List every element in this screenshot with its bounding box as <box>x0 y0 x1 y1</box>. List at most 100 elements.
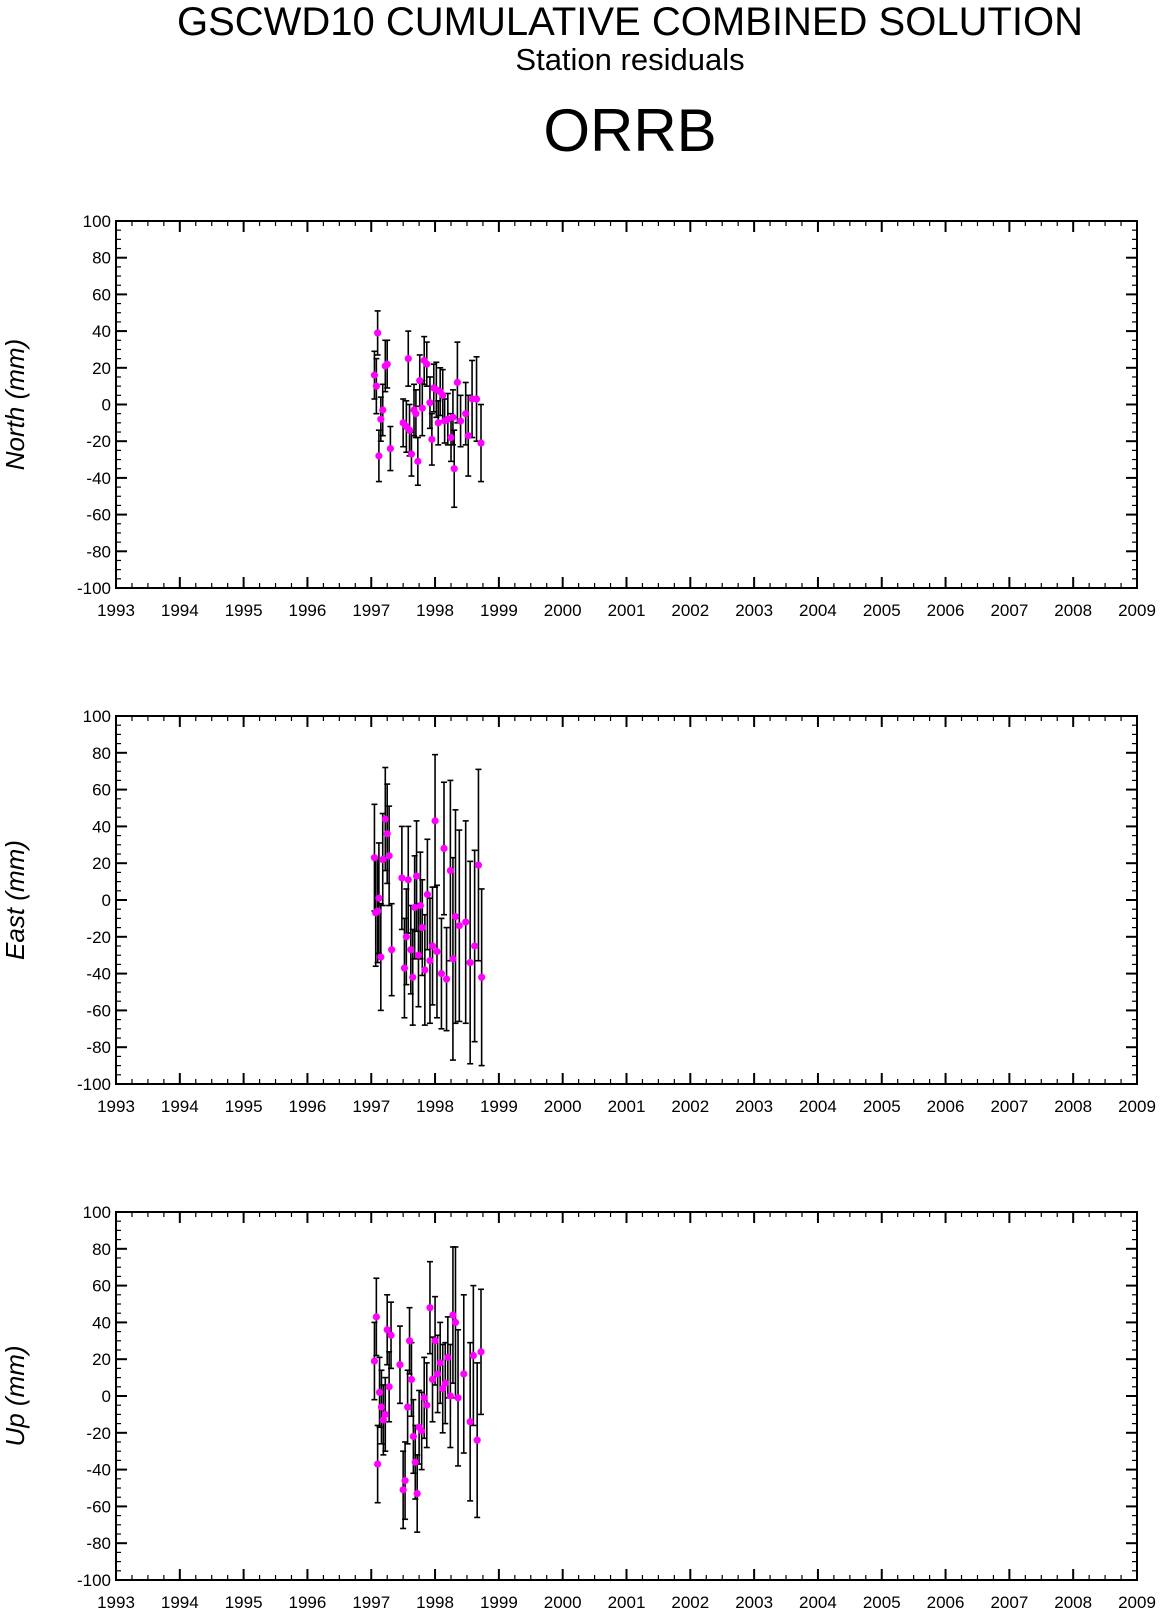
data-point <box>447 433 455 442</box>
x-tick-label: 2000 <box>544 1097 582 1116</box>
data-point <box>466 958 474 967</box>
x-tick-label: 2009 <box>1118 1097 1156 1116</box>
x-tick-label: 1995 <box>225 601 263 620</box>
plot-frame <box>115 1211 1138 1581</box>
x-tick-label: 2008 <box>1054 1593 1092 1612</box>
data-point <box>477 439 485 447</box>
data-point <box>431 1337 439 1345</box>
x-tick-label: 2001 <box>608 1097 646 1116</box>
data-point <box>377 953 385 961</box>
y-tick-label: 100 <box>83 1203 111 1222</box>
x-tick-label: 2000 <box>544 601 582 620</box>
x-tick-label: 2008 <box>1054 1097 1092 1116</box>
x-tick-label: 2006 <box>927 1097 965 1116</box>
data-point <box>414 951 423 959</box>
plot-frame <box>115 220 1138 589</box>
data-point <box>407 450 416 458</box>
data-point <box>434 1370 442 1378</box>
y-tick-label: -40 <box>86 469 111 488</box>
x-tick-label: 1994 <box>161 601 199 620</box>
data-point <box>439 391 447 399</box>
data-point <box>423 890 432 899</box>
data-point <box>402 933 410 941</box>
data-point <box>372 382 380 390</box>
data-point <box>449 413 457 421</box>
y-tick-label: 20 <box>92 854 111 873</box>
x-tick-label: 1994 <box>161 1097 199 1116</box>
y-tick-label: 0 <box>102 1387 111 1406</box>
y-tick-label: 40 <box>92 322 111 341</box>
data-point <box>471 942 479 950</box>
x-tick-label: 2007 <box>990 1593 1028 1612</box>
chart-panel-3: 1993 1994 1995 1996 1997 1998 1999 2000 2001 2002… <box>0 1203 1156 1612</box>
chart-panel-1: 1993 1994 1995 1996 1997 1998 1999 2000 2001 2002… <box>0 212 1156 620</box>
x-tick-label: 1993 <box>97 1593 135 1612</box>
data-point <box>453 378 461 387</box>
data-point <box>449 955 457 963</box>
data-point <box>375 894 383 902</box>
y-tick-label: -40 <box>86 1461 111 1480</box>
x-tick-label: 2007 <box>990 1097 1028 1116</box>
data-point <box>404 355 412 363</box>
data-point <box>474 861 483 869</box>
data-point <box>428 435 436 443</box>
data-point <box>404 876 412 884</box>
data-point <box>409 973 417 981</box>
data-point <box>409 1432 417 1441</box>
x-tick-label: 2008 <box>1054 601 1092 620</box>
data-point <box>441 1379 449 1387</box>
data-point <box>464 432 472 440</box>
x-tick-label: 2005 <box>863 601 901 620</box>
data-point <box>420 1394 428 1402</box>
data-point <box>436 1359 444 1367</box>
x-tick-label: 2004 <box>799 1593 837 1612</box>
y-tick-label: -60 <box>86 1497 111 1516</box>
x-tick-label: 1994 <box>161 1593 199 1612</box>
data-point <box>455 922 463 930</box>
x-tick-label: 2003 <box>735 1097 773 1116</box>
data-point <box>372 1313 380 1321</box>
data-point <box>469 1351 477 1360</box>
data-point <box>375 1388 384 1396</box>
y-tick-label: 20 <box>92 359 111 378</box>
data-point <box>442 975 451 983</box>
data-point <box>407 946 415 954</box>
data-point <box>428 942 437 950</box>
data-point <box>385 852 393 860</box>
x-tick-label: 1999 <box>480 601 518 620</box>
data-point <box>446 1392 454 1400</box>
x-tick-label: 2004 <box>799 601 837 620</box>
data-point <box>418 1427 426 1435</box>
x-tick-label: 1995 <box>225 1593 263 1612</box>
data-point <box>404 1403 412 1411</box>
data-point <box>370 1357 379 1365</box>
data-point <box>426 957 434 965</box>
data-point <box>414 457 422 465</box>
data-point <box>407 1375 416 1384</box>
y-tick-label: -60 <box>86 1001 111 1020</box>
y-tick-label: 40 <box>92 817 111 836</box>
data-point <box>416 377 424 385</box>
y-tick-label: 20 <box>92 1350 111 1369</box>
x-tick-label: 2002 <box>671 1097 709 1116</box>
x-tick-label: 2002 <box>671 1593 709 1612</box>
data-point <box>374 329 382 337</box>
data-point <box>405 426 414 434</box>
data-point <box>431 817 439 825</box>
data-point <box>370 854 379 862</box>
y-tick-label: -100 <box>77 579 111 598</box>
x-tick-label: 1995 <box>225 1097 263 1116</box>
data-point <box>399 1486 407 1494</box>
y-tick-label: 60 <box>92 781 111 800</box>
x-tick-label: 2009 <box>1118 601 1156 620</box>
y-axis-label: Up (mm) <box>0 1345 30 1446</box>
data-point <box>428 1375 437 1384</box>
data-point <box>418 924 426 932</box>
data-point <box>413 1489 421 1498</box>
y-axis-label: East (mm) <box>0 840 30 960</box>
chart-subtitle: Station residuals <box>515 42 745 77</box>
data-point <box>388 946 396 954</box>
data-point <box>466 1418 474 1426</box>
data-point <box>450 465 458 473</box>
chart-title: GSCWD10 CUMULATIVE COMBINED SOLUTION <box>176 0 1084 44</box>
